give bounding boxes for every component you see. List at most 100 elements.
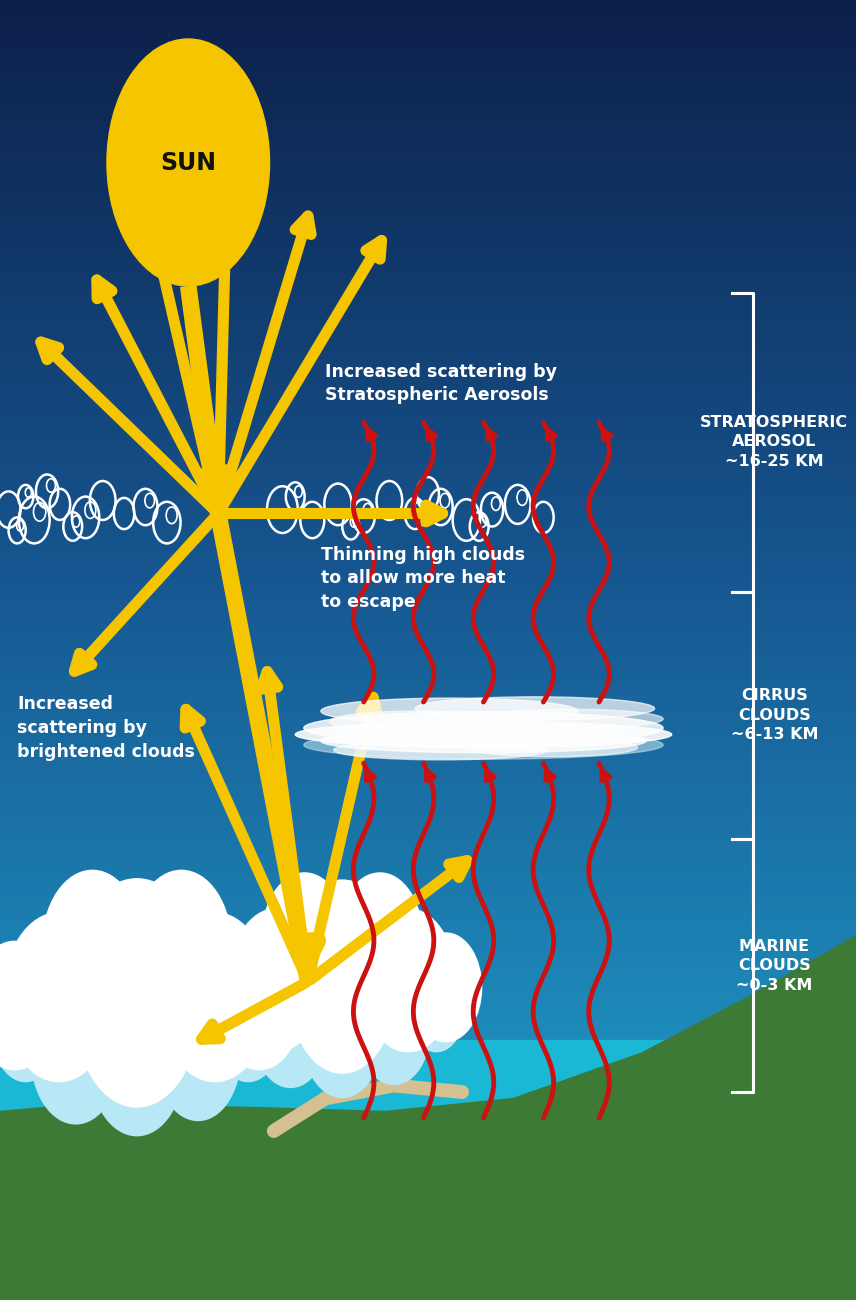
- Bar: [0, 117, 856, 121]
- Bar: [0, 568, 856, 572]
- Bar: [0, 260, 856, 264]
- Bar: [0, 195, 856, 199]
- Circle shape: [361, 909, 456, 1052]
- Bar: [0, 1127, 856, 1131]
- Bar: [0, 529, 856, 533]
- Bar: [0, 225, 856, 230]
- Bar: [0, 797, 856, 802]
- Bar: [0, 48, 856, 52]
- Bar: [0, 104, 856, 108]
- Bar: [0, 22, 856, 26]
- Bar: [0, 611, 856, 615]
- Circle shape: [229, 909, 324, 1052]
- Bar: [0, 43, 856, 48]
- Bar: [0, 958, 856, 962]
- Bar: [0, 1140, 856, 1144]
- Circle shape: [90, 993, 184, 1136]
- Bar: [0, 724, 856, 728]
- Bar: [0, 30, 856, 35]
- Bar: [0, 412, 856, 416]
- Bar: [0, 576, 856, 581]
- Circle shape: [75, 920, 198, 1108]
- Bar: [0, 1010, 856, 1014]
- Bar: [0, 1235, 856, 1239]
- Bar: [0, 1070, 856, 1075]
- Circle shape: [408, 966, 465, 1052]
- Bar: [0, 702, 856, 706]
- Bar: [0, 945, 856, 949]
- Text: CIRRUS
CLOUDS
~6-13 KM: CIRRUS CLOUDS ~6-13 KM: [731, 688, 818, 742]
- Bar: [0, 1144, 856, 1148]
- Circle shape: [70, 879, 204, 1082]
- Bar: [0, 581, 856, 585]
- Bar: [0, 438, 856, 442]
- Bar: [0, 182, 856, 186]
- Bar: [0, 884, 856, 888]
- Bar: [0, 1040, 856, 1044]
- Bar: [0, 1057, 856, 1062]
- Bar: [0, 1079, 856, 1083]
- Bar: [0, 477, 856, 481]
- Bar: [0, 35, 856, 39]
- Bar: [0, 607, 856, 611]
- Bar: [0, 927, 856, 932]
- Bar: [0, 481, 856, 485]
- Bar: [0, 342, 856, 347]
- Bar: [0, 91, 856, 95]
- Bar: [0, 1274, 856, 1278]
- Bar: [0, 823, 856, 828]
- Bar: [0, 650, 856, 654]
- Bar: [0, 520, 856, 524]
- Bar: [0, 975, 856, 979]
- Bar: [0, 269, 856, 273]
- Bar: [0, 1014, 856, 1018]
- Bar: [0, 845, 856, 849]
- Bar: [0, 139, 856, 143]
- Bar: [0, 221, 856, 225]
- Bar: [0, 680, 856, 685]
- Bar: [0, 1192, 856, 1196]
- Bar: [0, 871, 856, 875]
- Bar: [0, 745, 856, 750]
- Bar: [0, 1239, 856, 1244]
- Bar: [0, 1287, 856, 1291]
- Bar: [0, 914, 856, 919]
- Circle shape: [286, 880, 398, 1052]
- Bar: [0, 234, 856, 238]
- Bar: [0, 451, 856, 455]
- Bar: [0, 1222, 856, 1226]
- Bar: [0, 685, 856, 689]
- Bar: [0, 1148, 856, 1153]
- Text: Thinning high clouds
to allow more heat
to escape: Thinning high clouds to allow more heat …: [321, 546, 525, 611]
- Bar: [0, 95, 856, 100]
- Bar: [0, 979, 856, 984]
- Bar: [0, 386, 856, 390]
- Bar: [0, 542, 856, 546]
- Bar: [0, 212, 856, 217]
- Bar: [0, 555, 856, 559]
- Bar: [0, 628, 856, 633]
- Ellipse shape: [295, 722, 672, 748]
- Bar: [0, 940, 856, 945]
- Bar: [0, 750, 856, 754]
- Bar: [0, 572, 856, 576]
- Bar: [0, 264, 856, 269]
- Bar: [0, 4, 856, 9]
- Bar: [0, 1157, 856, 1161]
- Bar: [0, 407, 856, 412]
- Bar: [0, 988, 856, 992]
- Bar: [0, 732, 856, 737]
- Bar: [0, 1205, 856, 1209]
- Bar: [0, 17, 856, 22]
- Bar: [0, 390, 856, 394]
- Bar: [0, 780, 856, 784]
- Bar: [0, 901, 856, 906]
- Bar: [0, 78, 856, 82]
- Bar: [0, 1244, 856, 1248]
- Bar: [0, 191, 856, 195]
- Bar: [0, 52, 856, 56]
- Bar: [0, 867, 856, 871]
- Bar: [0, 282, 856, 286]
- Bar: [0, 858, 856, 862]
- Bar: [0, 503, 856, 507]
